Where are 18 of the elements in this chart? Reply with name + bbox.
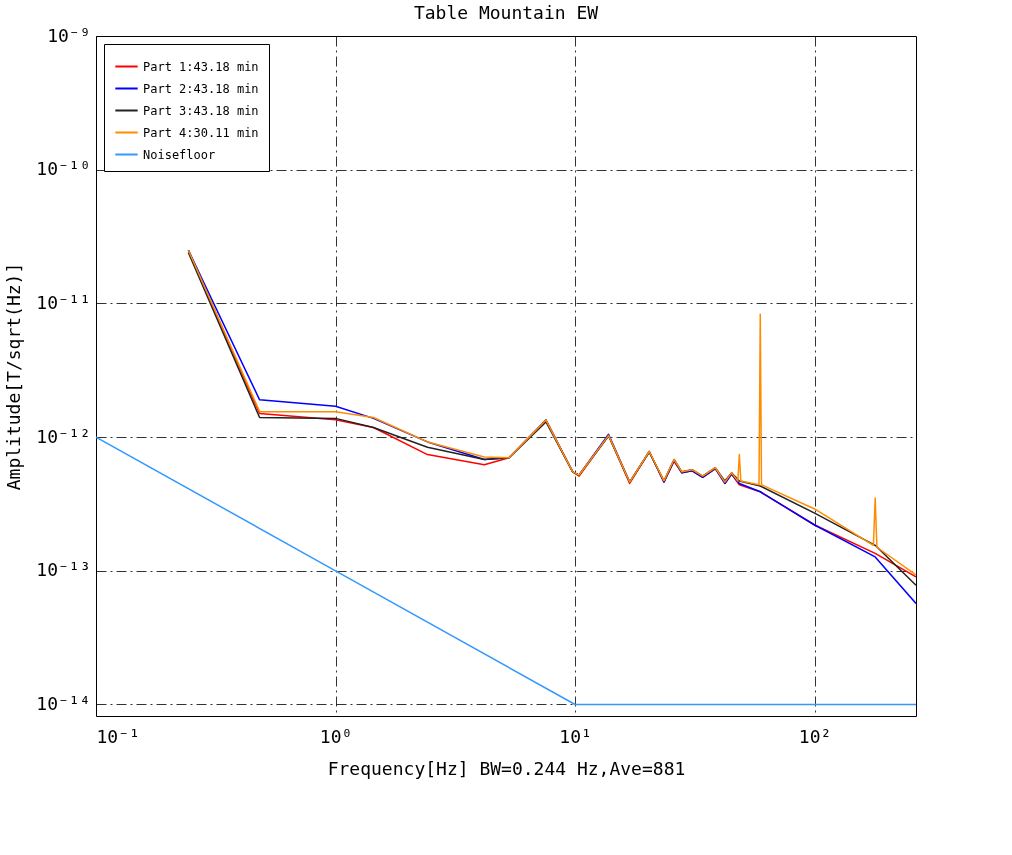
y-tick-label: 10⁻¹¹ [36, 291, 91, 313]
y-tick-label: 10⁻¹³ [36, 559, 91, 581]
y-axis-title: Amplitude[T/sqrt(Hz)] [3, 262, 25, 491]
y-tick-label: 10⁻¹⁴ [36, 692, 91, 714]
x-axis-title: Frequency[Hz] BW=0.244 Hz,Ave=881 [327, 757, 686, 779]
legend-label: Part 1:43.18 min [143, 59, 259, 74]
y-tick-label: 10⁻¹⁰ [36, 158, 91, 180]
chart-title: Table Mountain EW [413, 2, 599, 23]
y-tick-label: 10⁻¹² [36, 425, 91, 447]
legend-label: Part 3:43.18 min [143, 103, 259, 118]
x-tick-label: 10⁻¹ [96, 725, 140, 747]
legend-label: Part 4:30.11 min [143, 125, 259, 140]
x-tick-label: 10⁰ [319, 725, 353, 747]
legend-label: Part 2:43.18 min [143, 81, 259, 96]
x-tick-label: 10¹ [559, 725, 592, 747]
legend-label: Noisefloor [143, 147, 216, 162]
y-tick-label: 10⁻⁹ [47, 24, 91, 46]
x-tick-label: 10² [798, 725, 832, 747]
